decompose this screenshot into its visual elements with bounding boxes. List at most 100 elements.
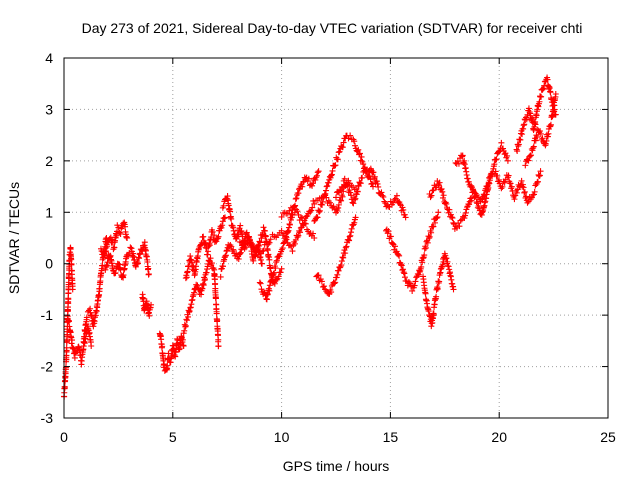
data-point <box>200 282 207 289</box>
data-point <box>421 252 428 259</box>
data-point <box>318 278 325 285</box>
data-point <box>328 289 335 296</box>
data-point <box>256 238 263 245</box>
data-point <box>257 280 264 287</box>
data-point <box>411 282 418 289</box>
data-point <box>448 214 455 221</box>
data-point <box>435 209 442 216</box>
data-point <box>508 183 515 190</box>
data-point <box>468 197 475 204</box>
data-point <box>370 169 377 176</box>
data-point <box>179 336 186 343</box>
data-point <box>314 214 321 221</box>
data-point <box>257 239 264 246</box>
data-point <box>265 241 272 248</box>
data-point <box>319 201 326 208</box>
y-tick-label: 2 <box>45 153 53 169</box>
data-point <box>145 271 152 277</box>
data-point <box>279 245 286 252</box>
data-point <box>260 247 267 254</box>
data-point <box>340 254 347 261</box>
data-point <box>379 192 386 199</box>
data-point <box>534 178 541 185</box>
data-point <box>237 250 244 257</box>
data-point <box>524 199 531 206</box>
data-point <box>268 277 275 284</box>
data-point <box>353 191 360 198</box>
data-point <box>193 263 200 270</box>
data-point <box>295 190 302 197</box>
data-point <box>259 260 266 267</box>
data-point <box>434 285 441 292</box>
data-point <box>239 244 246 251</box>
data-point <box>142 247 149 254</box>
plot-frame <box>63 57 609 419</box>
data-point <box>258 286 265 293</box>
data-point <box>299 183 306 190</box>
data-point <box>348 192 355 199</box>
data-point <box>83 314 90 321</box>
data-point <box>401 211 408 218</box>
data-point <box>429 319 436 326</box>
data-point <box>215 233 222 240</box>
data-point <box>423 238 430 245</box>
x-tick-label: 10 <box>274 429 290 445</box>
data-point <box>470 188 477 195</box>
data-point <box>69 337 76 344</box>
data-point <box>348 225 355 232</box>
x-tick-label: 25 <box>600 429 616 445</box>
data-point <box>82 328 89 335</box>
data-point <box>539 86 546 93</box>
data-point <box>517 136 524 143</box>
data-point <box>436 278 443 285</box>
data-point <box>528 152 535 159</box>
data-point <box>435 181 442 188</box>
data-point <box>354 188 361 195</box>
data-point <box>342 244 349 251</box>
data-point <box>205 248 212 255</box>
data-point <box>468 182 475 189</box>
data-point <box>531 188 538 195</box>
data-point <box>347 232 354 239</box>
data-point <box>273 276 280 283</box>
data-point <box>426 233 433 240</box>
data-point <box>339 183 346 190</box>
data-point <box>313 174 320 181</box>
data-point <box>523 193 530 200</box>
data-point <box>374 180 381 187</box>
data-point <box>316 207 323 214</box>
data-point <box>235 233 242 240</box>
data-point <box>208 260 215 267</box>
data-point <box>215 343 222 349</box>
data-point <box>392 243 399 250</box>
data-point <box>532 137 539 144</box>
data-point <box>405 279 412 286</box>
data-point <box>272 265 279 272</box>
data-point <box>352 214 359 221</box>
data-point <box>402 214 409 221</box>
data-point <box>221 215 228 222</box>
grid-lines <box>64 58 608 418</box>
data-point <box>273 257 280 264</box>
data-point <box>547 89 554 96</box>
y-tick-label: 3 <box>45 101 53 117</box>
data-point <box>494 172 501 179</box>
data-point <box>312 176 319 183</box>
data-point <box>260 224 267 231</box>
data-point <box>252 252 259 259</box>
data-point <box>88 343 95 349</box>
data-point <box>278 213 285 220</box>
data-point <box>146 312 153 319</box>
data-point <box>351 196 358 203</box>
data-point <box>228 215 235 222</box>
data-point <box>433 293 440 300</box>
data-point <box>400 206 407 213</box>
data-point <box>446 206 453 213</box>
data-point <box>230 246 237 253</box>
data-point <box>347 132 354 139</box>
data-point <box>498 185 505 192</box>
data-point <box>528 194 535 201</box>
y-tick-label: 0 <box>45 256 53 272</box>
data-point <box>71 354 78 361</box>
